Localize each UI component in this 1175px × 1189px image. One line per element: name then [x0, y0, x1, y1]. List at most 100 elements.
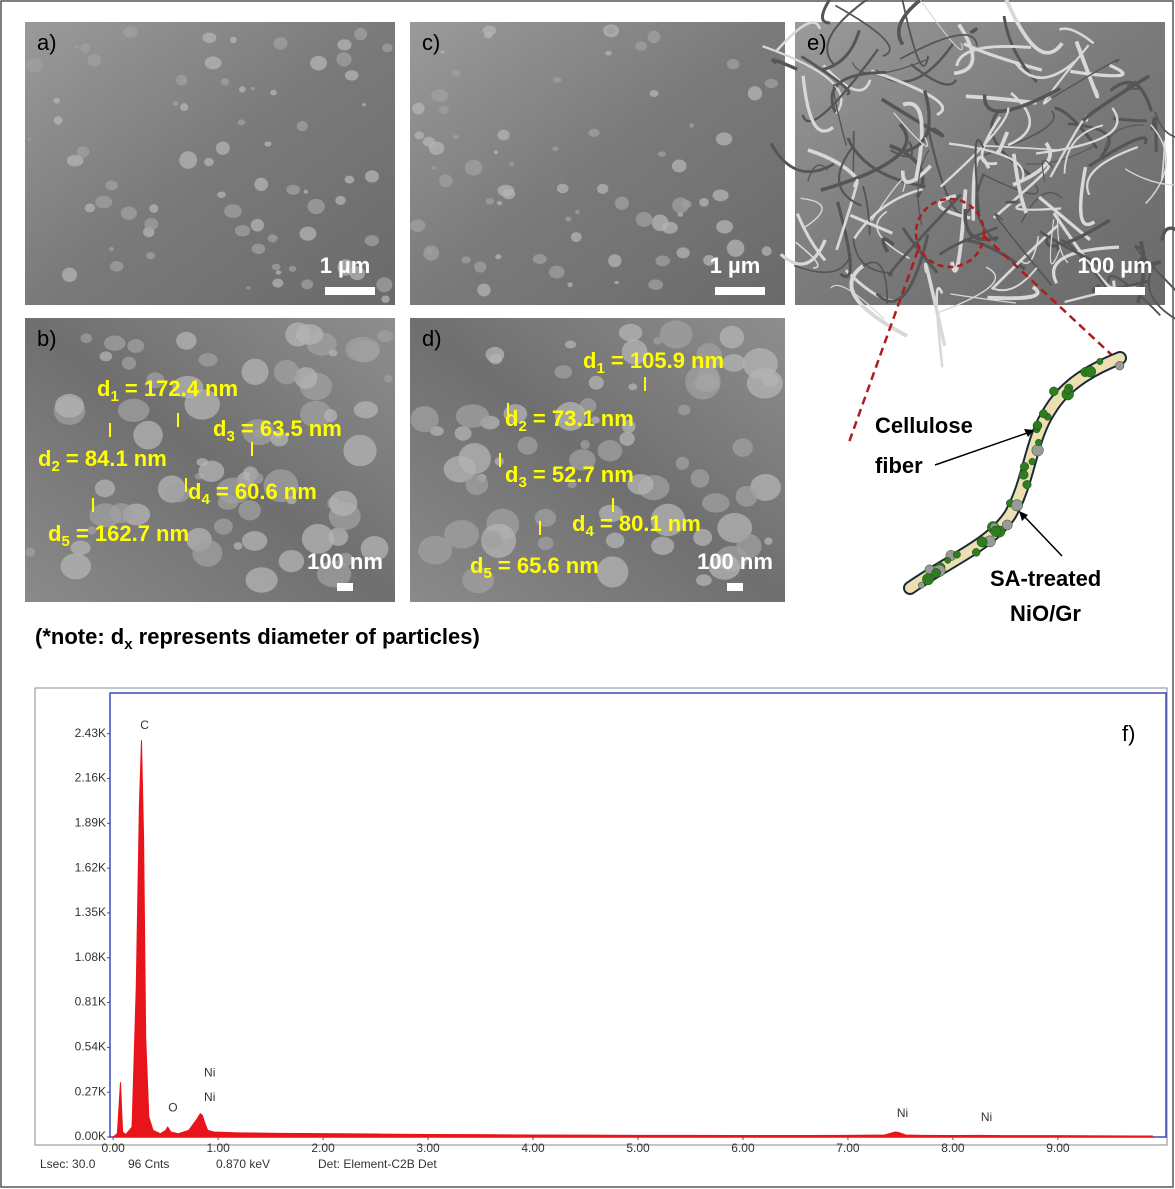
particle-texture: [192, 540, 222, 567]
scale-bar-label: 100 nm: [307, 549, 383, 574]
x-tick-label: 8.00: [941, 1141, 965, 1155]
particle-texture: [216, 141, 230, 154]
particle-texture: [81, 333, 93, 343]
particle-texture: [296, 324, 324, 344]
particle-texture: [105, 181, 118, 191]
particle: [1064, 387, 1071, 394]
particle-texture: [204, 158, 214, 166]
diameter-value: = 80.1 nm: [594, 511, 701, 536]
particle-texture: [418, 536, 452, 565]
fiber-texture: [853, 132, 854, 175]
particle-texture: [110, 261, 124, 271]
particle: [972, 548, 980, 556]
y-tick-label: 1.08K: [75, 950, 106, 964]
diameter-symbol: d: [97, 376, 110, 401]
particle-texture: [658, 151, 666, 156]
particle: [1035, 439, 1041, 445]
particle-texture: [214, 519, 233, 535]
panel-label: b): [37, 326, 57, 351]
particle-texture: [251, 219, 264, 232]
fiber-texture: [1006, 202, 1018, 203]
y-tick-label: 1.35K: [75, 905, 106, 919]
particle-texture: [425, 248, 433, 254]
particle-texture: [121, 207, 137, 220]
particle-texture: [270, 90, 277, 96]
particle-texture: [377, 330, 393, 342]
particle: [1029, 458, 1036, 465]
particle-texture: [122, 357, 136, 370]
particle-texture: [343, 435, 376, 466]
particle-texture: [458, 443, 491, 474]
y-tick-label: 0.27K: [75, 1084, 106, 1098]
particle-texture: [552, 146, 558, 151]
diameter-label: d1 = 105.9 nm: [583, 348, 724, 377]
scale-bar-label: 1 µm: [710, 253, 761, 278]
diameter-sub: 3: [226, 428, 234, 445]
particle-texture: [252, 244, 266, 254]
particle-texture: [118, 399, 150, 422]
diameter-symbol: d: [38, 446, 51, 471]
particle-texture: [518, 437, 538, 455]
particle-texture: [384, 375, 392, 382]
particle-texture: [95, 480, 115, 498]
particle-texture: [597, 184, 608, 194]
particle-texture: [217, 191, 226, 198]
particle-texture: [635, 41, 647, 50]
particle-texture: [733, 438, 753, 456]
particle-texture: [465, 160, 483, 176]
particle-texture: [653, 337, 662, 345]
x-tick-label: 2.00: [311, 1141, 335, 1155]
particle-texture: [176, 75, 187, 86]
particle-texture: [180, 103, 188, 111]
particle-texture: [736, 486, 758, 507]
particle-texture: [345, 176, 355, 184]
particle-texture: [494, 150, 498, 154]
x-tick-label: 5.00: [626, 1141, 650, 1155]
particle-texture: [109, 247, 114, 252]
particle-texture: [310, 56, 327, 70]
diameter-sub: 1: [596, 360, 604, 377]
particle-texture: [678, 405, 690, 416]
particle-texture: [224, 204, 242, 218]
panel-label: f): [1122, 721, 1135, 746]
particle-texture: [676, 247, 689, 258]
footer-text: Lsec: 30.0: [40, 1157, 96, 1171]
particle-texture: [336, 52, 351, 66]
particle-texture: [246, 567, 278, 592]
peak-label: Ni: [204, 1090, 215, 1104]
particle-texture: [382, 43, 393, 52]
diameter-symbol: d: [505, 406, 518, 431]
particle-texture: [619, 432, 634, 446]
particle-texture: [681, 200, 691, 208]
particle-texture: [474, 261, 486, 272]
particle-texture: [455, 426, 472, 440]
peak-label: C: [140, 718, 149, 732]
particle: [1033, 421, 1041, 429]
particle: [1023, 480, 1032, 489]
scale-bar: [715, 287, 765, 295]
particle-texture: [239, 86, 246, 92]
particle-texture: [662, 222, 678, 234]
particle-texture: [614, 281, 618, 284]
particle-texture: [205, 57, 222, 70]
peak-label: O: [168, 1100, 177, 1114]
diameter-symbol: d: [583, 348, 596, 373]
diameter-sub: 5: [483, 565, 491, 582]
diameter-sub: 2: [518, 418, 526, 435]
particle-texture: [495, 254, 501, 259]
particle-texture: [743, 348, 778, 379]
particle-texture: [580, 440, 589, 449]
particle-texture: [85, 203, 95, 212]
y-tick-label: 0.81K: [75, 995, 106, 1009]
particle-texture: [676, 457, 689, 470]
y-tick-label: 0.54K: [75, 1040, 106, 1054]
particle-texture: [672, 160, 687, 173]
particle-texture: [234, 542, 243, 550]
particle-texture: [100, 351, 113, 361]
particle-texture: [571, 232, 582, 242]
particle-texture: [764, 537, 772, 544]
particle-texture: [304, 190, 308, 194]
diameter-label: d5 = 162.7 nm: [48, 521, 189, 550]
particle-texture: [104, 336, 125, 351]
particle-texture: [87, 54, 101, 66]
